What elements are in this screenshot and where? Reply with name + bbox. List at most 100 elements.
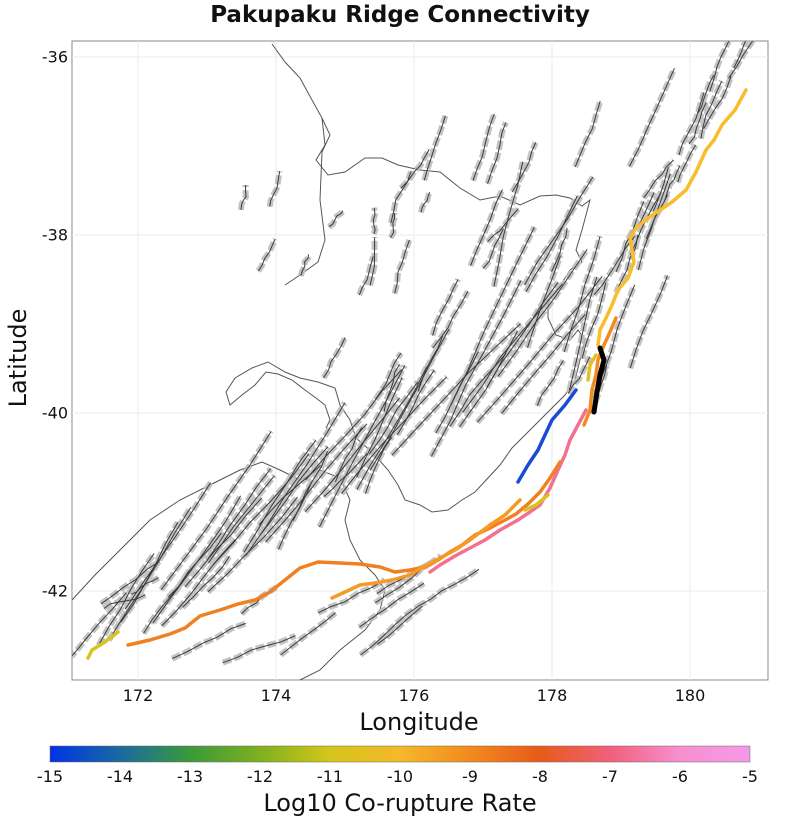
fault-trace: [369, 237, 376, 286]
colorbar-tick-label: -8: [532, 767, 548, 786]
fault-trace: [334, 427, 363, 483]
fault-trace: [629, 193, 662, 256]
fault-trace: [257, 238, 276, 272]
fault-trace: [430, 280, 522, 457]
fault-trace: [372, 207, 376, 235]
x-tick-label: 178: [536, 686, 568, 705]
fault-trace: [300, 254, 309, 276]
fault-trace: [207, 475, 275, 564]
fault-trace: [212, 453, 310, 565]
colorbar-tick-label: -13: [176, 767, 204, 786]
colorbar: [49, 745, 751, 763]
fault-trace: [391, 323, 521, 456]
fault-trace: [182, 555, 231, 608]
fault-trace: [678, 92, 705, 156]
fault-trace: [207, 496, 298, 593]
fault-trace: [167, 532, 222, 598]
fault-trace: [569, 276, 598, 391]
fault-trace: [511, 142, 537, 193]
fault-trace: [260, 446, 329, 535]
fault-trace: [131, 577, 159, 595]
rupture-cook-strait-orange: [126, 460, 562, 647]
fault-trace: [292, 451, 328, 522]
fault-trace: [652, 166, 669, 212]
fault-trace: [103, 594, 146, 609]
fault-trace: [524, 176, 594, 286]
fault-trace: [374, 352, 402, 400]
fault-trace: [482, 228, 504, 269]
fault-trace: [593, 235, 636, 296]
rupture-marlborough-yellow: [523, 493, 550, 512]
fault-trace: [497, 249, 588, 377]
colorbar-tick-label: -5: [742, 767, 758, 786]
fault-trace: [487, 122, 507, 184]
fault-trace: [317, 579, 385, 614]
fault-trace: [643, 159, 674, 199]
fault-trace: [703, 76, 732, 130]
fault-trace: [563, 236, 601, 353]
fault-trace: [161, 539, 236, 627]
fault-trace: [733, 41, 747, 69]
fault-trace: [280, 612, 336, 656]
fault-trace: [525, 195, 578, 293]
colorbar-tick-label: -9: [462, 767, 478, 786]
fault-trace: [98, 553, 155, 646]
fault-trace: [365, 436, 393, 494]
x-tick-label: 174: [260, 686, 292, 705]
y-tick-label: -40: [41, 403, 68, 423]
fault-trace: [536, 360, 564, 407]
fault-trace: [487, 208, 519, 243]
fault-trace: [527, 255, 561, 348]
fault-trace: [356, 366, 428, 490]
fault-trace: [677, 144, 697, 183]
fault-trace: [700, 80, 723, 139]
fault-trace: [390, 171, 412, 224]
x-tick-label: 172: [122, 686, 154, 705]
fault-trace: [358, 256, 374, 296]
co-rupture-faults: [86, 88, 748, 660]
y-axis-label: Latitude: [4, 308, 32, 408]
fault-trace: [206, 468, 272, 561]
rupture-alpine-yellow: [86, 630, 120, 660]
fault-trace: [120, 522, 179, 623]
fault-trace: [615, 234, 639, 293]
fault-trace: [323, 453, 368, 497]
chart-title: Pakupaku Ridge Connectivity: [210, 2, 590, 28]
fault-trace: [383, 364, 401, 412]
fault-trace: [376, 605, 423, 645]
fault-trace: [72, 592, 127, 657]
colorbar-tick-label: -15: [36, 767, 64, 786]
fault-trace: [171, 622, 246, 660]
rupture-east-coast-offshore-north: [596, 88, 748, 347]
x-axis-label: Longitude: [359, 708, 479, 736]
colorbar-label: Log10 Co-rupture Rate: [263, 789, 537, 817]
fault-trace: [462, 283, 563, 413]
fault-trace: [394, 239, 410, 294]
fault-trace: [160, 431, 272, 591]
rupture-marlborough-orange: [330, 498, 522, 600]
fault-trace: [450, 226, 535, 406]
fault-trace: [420, 192, 431, 213]
fault-trace: [432, 279, 459, 336]
colorbar-tick-label: -7: [602, 767, 618, 786]
fault-trace: [551, 227, 568, 272]
fault-trace: [574, 100, 601, 167]
fault-trace: [359, 582, 425, 628]
fault-trace: [501, 314, 586, 414]
fault-trace: [269, 171, 281, 207]
fault-trace: [697, 74, 715, 114]
fault-trace: [417, 568, 480, 607]
fault-trace: [709, 41, 730, 92]
fault-trace: [728, 41, 754, 79]
fault-trace: [368, 381, 419, 455]
fault-trace: [417, 335, 443, 392]
fault-trace: [645, 194, 669, 239]
fault-trace: [369, 328, 450, 471]
colorbar-tick-label: -6: [672, 767, 688, 786]
x-tick-label: 176: [398, 686, 430, 705]
fault-trace: [486, 282, 559, 388]
rupture-wairarapa-pink: [428, 408, 588, 574]
fault-trace: [328, 210, 344, 228]
y-tick-label: -42: [41, 581, 68, 601]
